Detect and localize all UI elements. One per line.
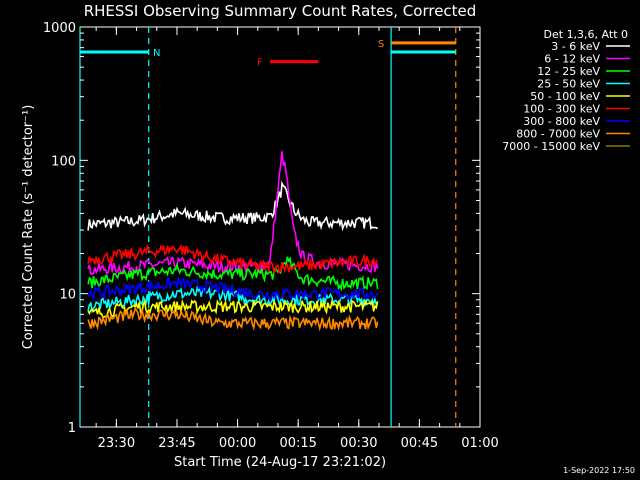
legend-label: 12 - 25 keV xyxy=(537,65,600,78)
flag-label: S xyxy=(378,39,384,50)
series-line-800-7000keV xyxy=(87,307,379,332)
legend-label: 800 - 7000 keV xyxy=(516,128,600,141)
series-line-100-300keV xyxy=(87,243,378,275)
legend-title: Det 1,3,6, Att 0 xyxy=(544,28,628,41)
legend-label: 7000 - 15000 keV xyxy=(502,140,600,153)
x-tick-label: 00:45 xyxy=(401,436,438,451)
chart-title: RHESSI Observing Summary Count Rates, Co… xyxy=(84,2,477,20)
x-tick-label: 00:30 xyxy=(340,436,377,451)
series-line-300-800keV xyxy=(87,276,379,302)
y-tick-label: 1 xyxy=(68,421,76,436)
flag-label: N xyxy=(153,48,160,59)
legend-label: 100 - 300 keV xyxy=(523,103,600,116)
date-stamp: 1-Sep-2022 17:50 xyxy=(563,466,635,475)
y-axis-label: Corrected Count Rate (s⁻¹ detector⁻¹) xyxy=(21,105,36,350)
series-line-3-6keV xyxy=(87,180,379,232)
series-line-50-100keV xyxy=(87,298,379,319)
y-tick-label: 10 xyxy=(59,288,76,303)
x-tick-label: 00:15 xyxy=(279,436,316,451)
series-line-25-50keV xyxy=(87,285,379,314)
x-tick-label: 00:00 xyxy=(219,436,256,451)
legend-label: 300 - 800 keV xyxy=(523,115,600,128)
y-tick-label: 100 xyxy=(51,154,76,169)
x-tick-label: 23:45 xyxy=(158,436,195,451)
x-tick-label: 23:30 xyxy=(98,436,135,451)
legend-label: 50 - 100 keV xyxy=(530,90,600,103)
y-tick-label: 1000 xyxy=(43,21,76,36)
legend-label: 3 - 6 keV xyxy=(551,40,600,53)
x-axis-label: Start Time (24-Aug-17 23:21:02) xyxy=(174,455,386,470)
legend-label: 25 - 50 keV xyxy=(537,78,600,91)
series-line-12-25keV xyxy=(87,256,379,292)
flag-label: F xyxy=(257,58,263,69)
legend-label: 6 - 12 keV xyxy=(544,53,600,66)
x-tick-label: 01:00 xyxy=(461,436,498,451)
